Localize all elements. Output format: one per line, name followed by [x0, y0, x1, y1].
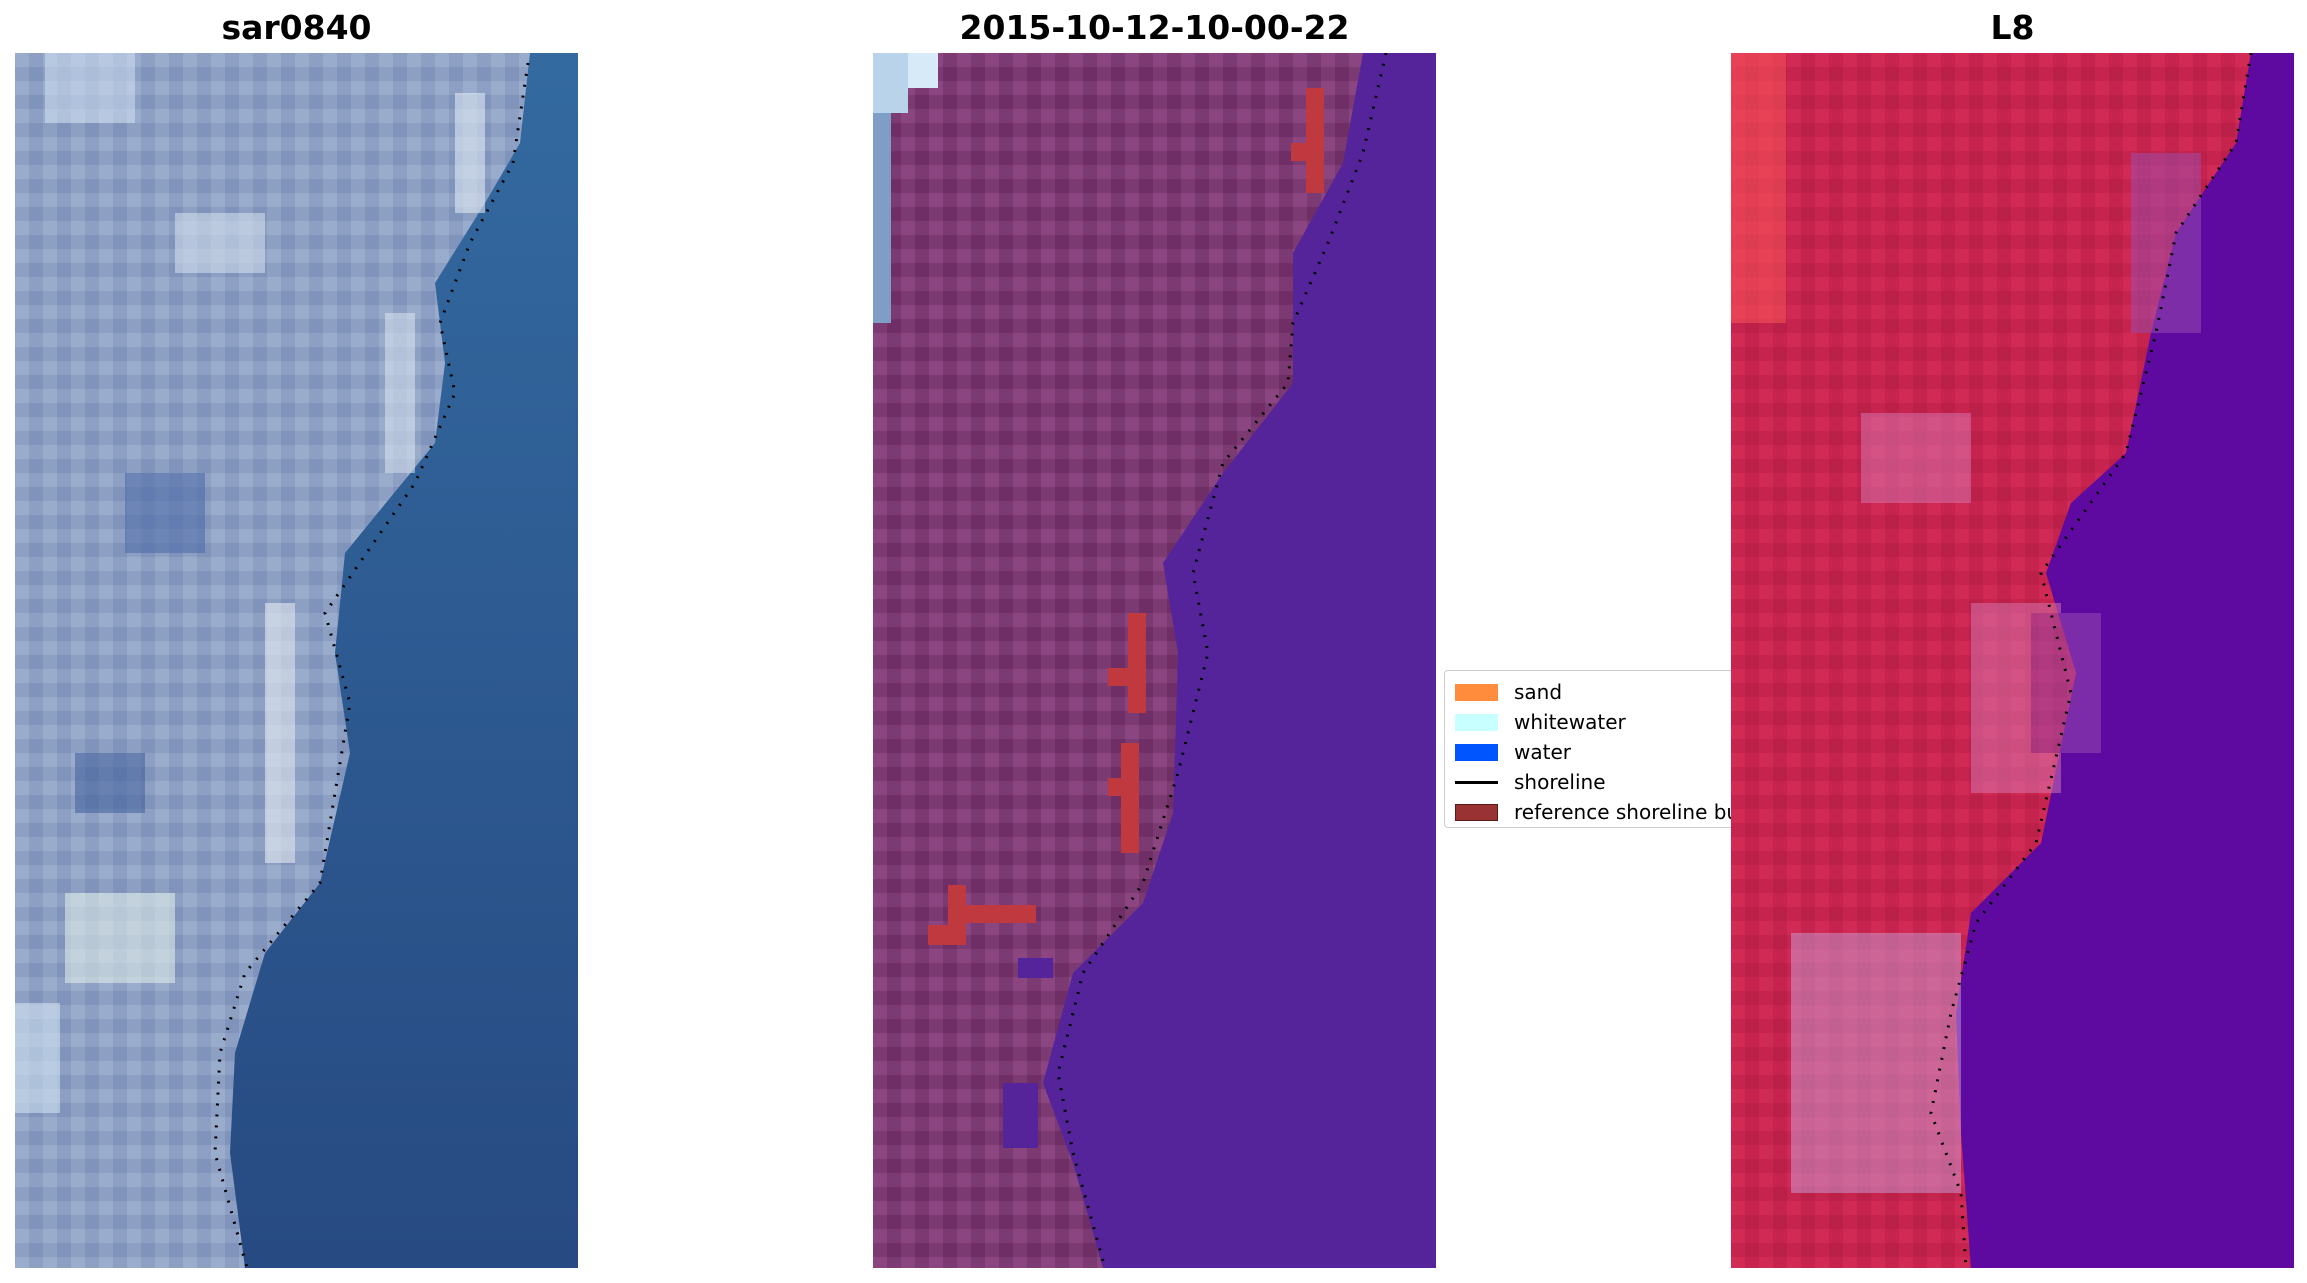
- false-color-image: [1731, 53, 2294, 1268]
- reference-buffer-swatch: [1455, 803, 1498, 821]
- whitewater-swatch: [1455, 713, 1498, 731]
- panel-title-false-color: L8: [1990, 8, 2035, 47]
- panel-title-rgb: sar0840: [221, 8, 372, 47]
- shoreline-line-swatch: [1455, 780, 1498, 784]
- legend-label-sand: sand: [1514, 680, 1563, 704]
- legend: sand whitewater water shoreline referenc…: [1444, 670, 1744, 828]
- legend-item-shoreline: shoreline: [1455, 767, 1606, 797]
- water-swatch: [1455, 743, 1498, 761]
- legend-item-water: water: [1455, 737, 1571, 767]
- legend-item-whitewater: whitewater: [1455, 707, 1626, 737]
- legend-label-shoreline: shoreline: [1514, 770, 1606, 794]
- legend-label-whitewater: whitewater: [1514, 710, 1626, 734]
- sand-swatch: [1455, 683, 1498, 701]
- classified-image: [873, 53, 1436, 1268]
- legend-label-reference-buffer: reference shoreline buffer: [1514, 800, 1744, 824]
- panel-title-classified: 2015-10-12-10-00-22: [959, 8, 1350, 47]
- rgb-satellite-image: [15, 53, 578, 1268]
- legend-label-water: water: [1514, 740, 1571, 764]
- legend-item-reference-buffer: reference shoreline buffer: [1455, 797, 1744, 827]
- legend-item-sand: sand: [1455, 677, 1562, 707]
